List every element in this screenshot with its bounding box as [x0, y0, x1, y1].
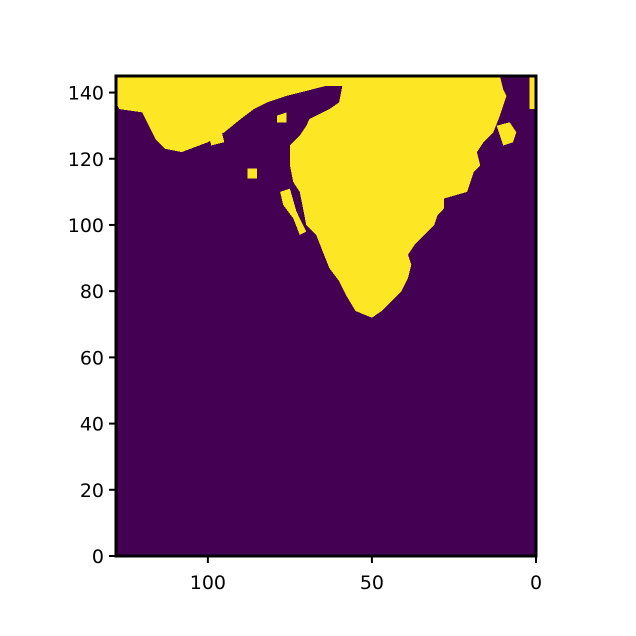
heatmap-regions [116, 76, 536, 318]
land-region-east-coast-islands [496, 122, 517, 146]
land-region-small-island-a [247, 168, 258, 179]
land-region-spine-islands [280, 188, 307, 235]
y-tick-label: 0 [92, 546, 104, 568]
land-region-west-coast-patch [207, 129, 225, 146]
y-tick-label: 140 [68, 83, 104, 105]
y-tick-label: 120 [68, 149, 104, 171]
land-region-small-island-b [276, 112, 287, 123]
y-tick-label: 100 [68, 215, 104, 237]
x-tick-label: 0 [530, 572, 542, 594]
land-region-east-strip [529, 76, 536, 110]
y-tick-label: 80 [80, 281, 104, 303]
land-region-top-island [306, 76, 323, 86]
y-tick-label: 60 [80, 347, 104, 369]
y-axis: 0 20 40 60 80 100 120 140 [68, 83, 116, 568]
y-tick-label: 20 [80, 480, 104, 502]
x-tick-label: 100 [190, 572, 226, 594]
x-axis: 100 50 0 [190, 556, 542, 594]
y-tick-label: 40 [80, 414, 104, 436]
plot-frame [114, 74, 538, 558]
plot-area [116, 76, 536, 556]
land-region-upper-left-islands [129, 95, 143, 110]
x-tick-label: 50 [360, 572, 384, 594]
